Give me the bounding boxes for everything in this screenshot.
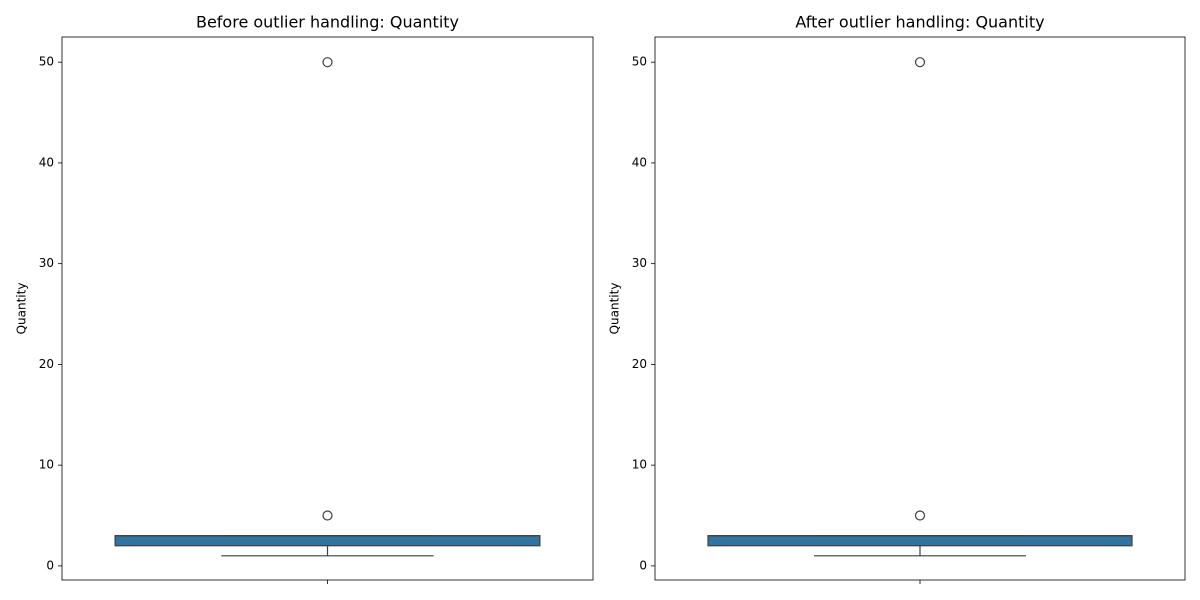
y-tick-label: 10 (39, 458, 54, 472)
y-tick-label: 50 (632, 55, 647, 69)
y-tick-label: 40 (39, 155, 54, 169)
axes-frame (654, 36, 1186, 581)
chart-title: Before outlier handling: Quantity (196, 13, 459, 32)
box (707, 535, 1133, 547)
axes-frame (61, 36, 594, 581)
y-axis-label: Quantity (608, 283, 622, 335)
outlier (914, 57, 926, 68)
chart-title: After outlier handling: Quantity (795, 13, 1044, 32)
y-tick-label: 20 (39, 357, 54, 371)
outlier (322, 510, 333, 521)
y-tick-label: 0 (639, 558, 647, 572)
y-axis-label: Quantity (15, 283, 29, 335)
y-tick-label: 10 (632, 458, 647, 472)
outlier (322, 57, 333, 68)
y-tick-label: 50 (39, 55, 54, 69)
outlier (914, 510, 926, 521)
y-tick-label: 20 (632, 357, 647, 371)
y-tick-label: 0 (46, 558, 54, 572)
box (114, 535, 541, 547)
y-tick-label: 30 (39, 256, 54, 270)
y-tick-label: 30 (632, 256, 647, 270)
y-tick-label: 40 (632, 155, 647, 169)
